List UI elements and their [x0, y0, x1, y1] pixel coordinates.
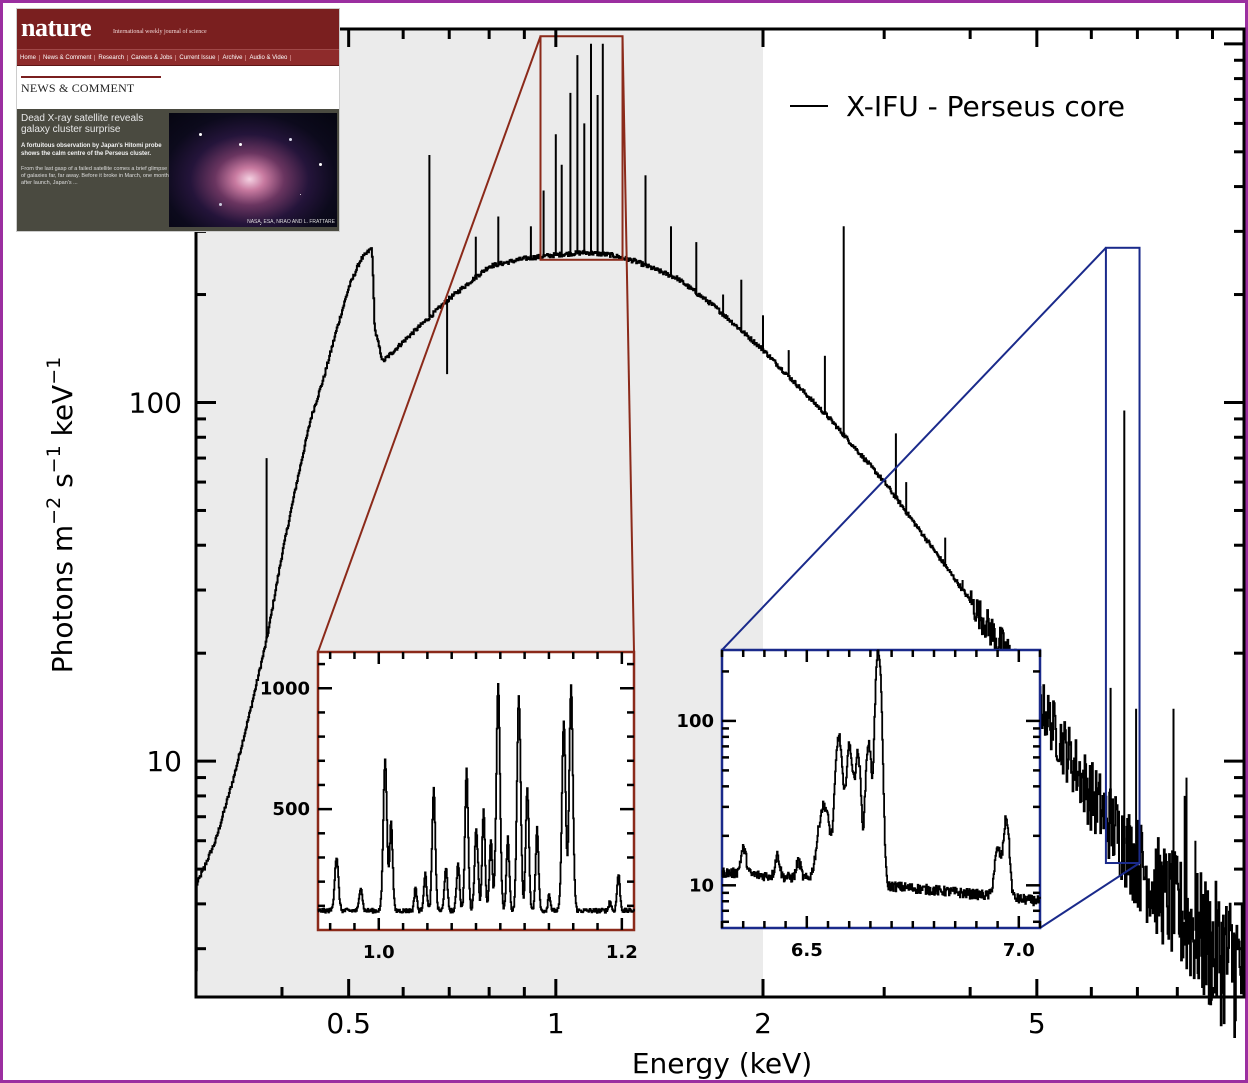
zoom-box-0 — [539, 35, 624, 261]
y-axis-title-mid2: keV — [46, 385, 79, 446]
inset-fe-l-ylabel-1000: 1000 — [260, 678, 310, 699]
inset-fe-l-spectrum — [317, 683, 635, 914]
y-tick-label-100: 100 — [129, 387, 182, 420]
image-credit: NASA, ESA, NRAO AND L. FRATTARE — [247, 219, 335, 225]
section-heading: NEWS & COMMENT — [21, 81, 135, 95]
main-tick-labels: 0.5 1 2 5 10 100 — [129, 387, 1046, 1040]
inset-fe-l-ylabel-500: 500 — [272, 799, 310, 820]
nature-logo: nature — [21, 13, 92, 42]
y-axis-title-exp3: −1 — [43, 357, 65, 385]
nav-item-home: Home — [17, 54, 41, 61]
zoom-box-1 — [1104, 246, 1141, 865]
nature-nav-bar: Home News & Comment Research Careers & J… — [17, 49, 339, 66]
inset-fe-l-xlabel-1.0: 1.0 — [363, 942, 395, 963]
article-lede: From the last gasp of a failed satellite… — [21, 166, 169, 186]
zoom-connector-0-b — [621, 36, 635, 653]
zoom-connectors — [317, 35, 1141, 929]
inset-fe-k-xlabel-7.0: 7.0 — [1003, 940, 1035, 961]
article-headline: Dead X-ray satellite reveals galaxy clus… — [21, 113, 144, 135]
spectrum-continuum — [195, 247, 1245, 1038]
galaxy-cluster-image: NASA, ESA, NRAO AND L. FRATTARE — [169, 113, 337, 227]
zoom-connector-1-b — [1039, 862, 1141, 929]
x-axis-title: Energy (keV) — [632, 1047, 812, 1080]
y-axis-title-main: Photons m — [46, 525, 79, 673]
inset-fe-k-ylabel-100: 100 — [676, 711, 714, 732]
x-tick-label-5: 5 — [1028, 1007, 1046, 1040]
y-axis-title-mid1: s — [46, 473, 79, 497]
article-teaser: Dead X-ray satellite reveals galaxy clus… — [17, 109, 339, 231]
y-axis-title-exp1: −2 — [43, 497, 65, 525]
zoom-connector-1-a — [721, 247, 1107, 651]
teaser-text: Dead X-ray satellite reveals galaxy clus… — [21, 113, 169, 187]
article-standfirst: A fortuitous observation by Japan's Hito… — [21, 143, 162, 157]
nav-item-current-issue: Current Issue — [176, 54, 220, 61]
zoom-connector-0-a — [317, 35, 542, 653]
nav-item-archive: Archive — [219, 54, 247, 61]
inset-fe-l-xlabel-1.2: 1.2 — [606, 942, 638, 963]
nav-item-careers: Careers & Jobs — [128, 54, 177, 61]
legend-label: X-IFU - Perseus core — [846, 90, 1125, 123]
main-spectrum — [195, 43, 1245, 1038]
section-rule — [21, 76, 161, 78]
x-tick-label-1: 1 — [547, 1007, 565, 1040]
inset-fe-k-xlabel-6.5: 6.5 — [791, 940, 823, 961]
nav-item-audio-video: Audio & Video — [246, 54, 292, 61]
y-tick-label-10: 10 — [146, 745, 182, 778]
nav-item-research: Research — [95, 54, 129, 61]
nature-masthead: nature International weekly journal of s… — [17, 9, 339, 49]
nature-tagline: International weekly journal of science — [113, 29, 207, 35]
inset-fe-l: 1.0 1.2 500 1000 — [260, 650, 638, 963]
inset-fe-l-frame — [316, 650, 636, 932]
plot-axes-box — [194, 27, 1246, 999]
nav-item-news: News & Comment — [40, 54, 96, 61]
legend: X-IFU - Perseus core — [790, 90, 1125, 123]
inset-fe-k-ylabel-10: 10 — [689, 875, 714, 896]
nature-news-thumbnail: nature International weekly journal of s… — [16, 8, 340, 232]
y-axis-title-exp2: −1 — [43, 445, 65, 473]
inset-fe-k: 6.5 7.0 10 100 — [676, 648, 1042, 961]
x-tick-label-2: 2 — [754, 1007, 772, 1040]
y-axis-title: Photons m−2 s−1 keV−1 — [43, 357, 79, 673]
inset-fe-k-spectrum — [721, 649, 1041, 907]
x-tick-label-0.5: 0.5 — [326, 1007, 371, 1040]
